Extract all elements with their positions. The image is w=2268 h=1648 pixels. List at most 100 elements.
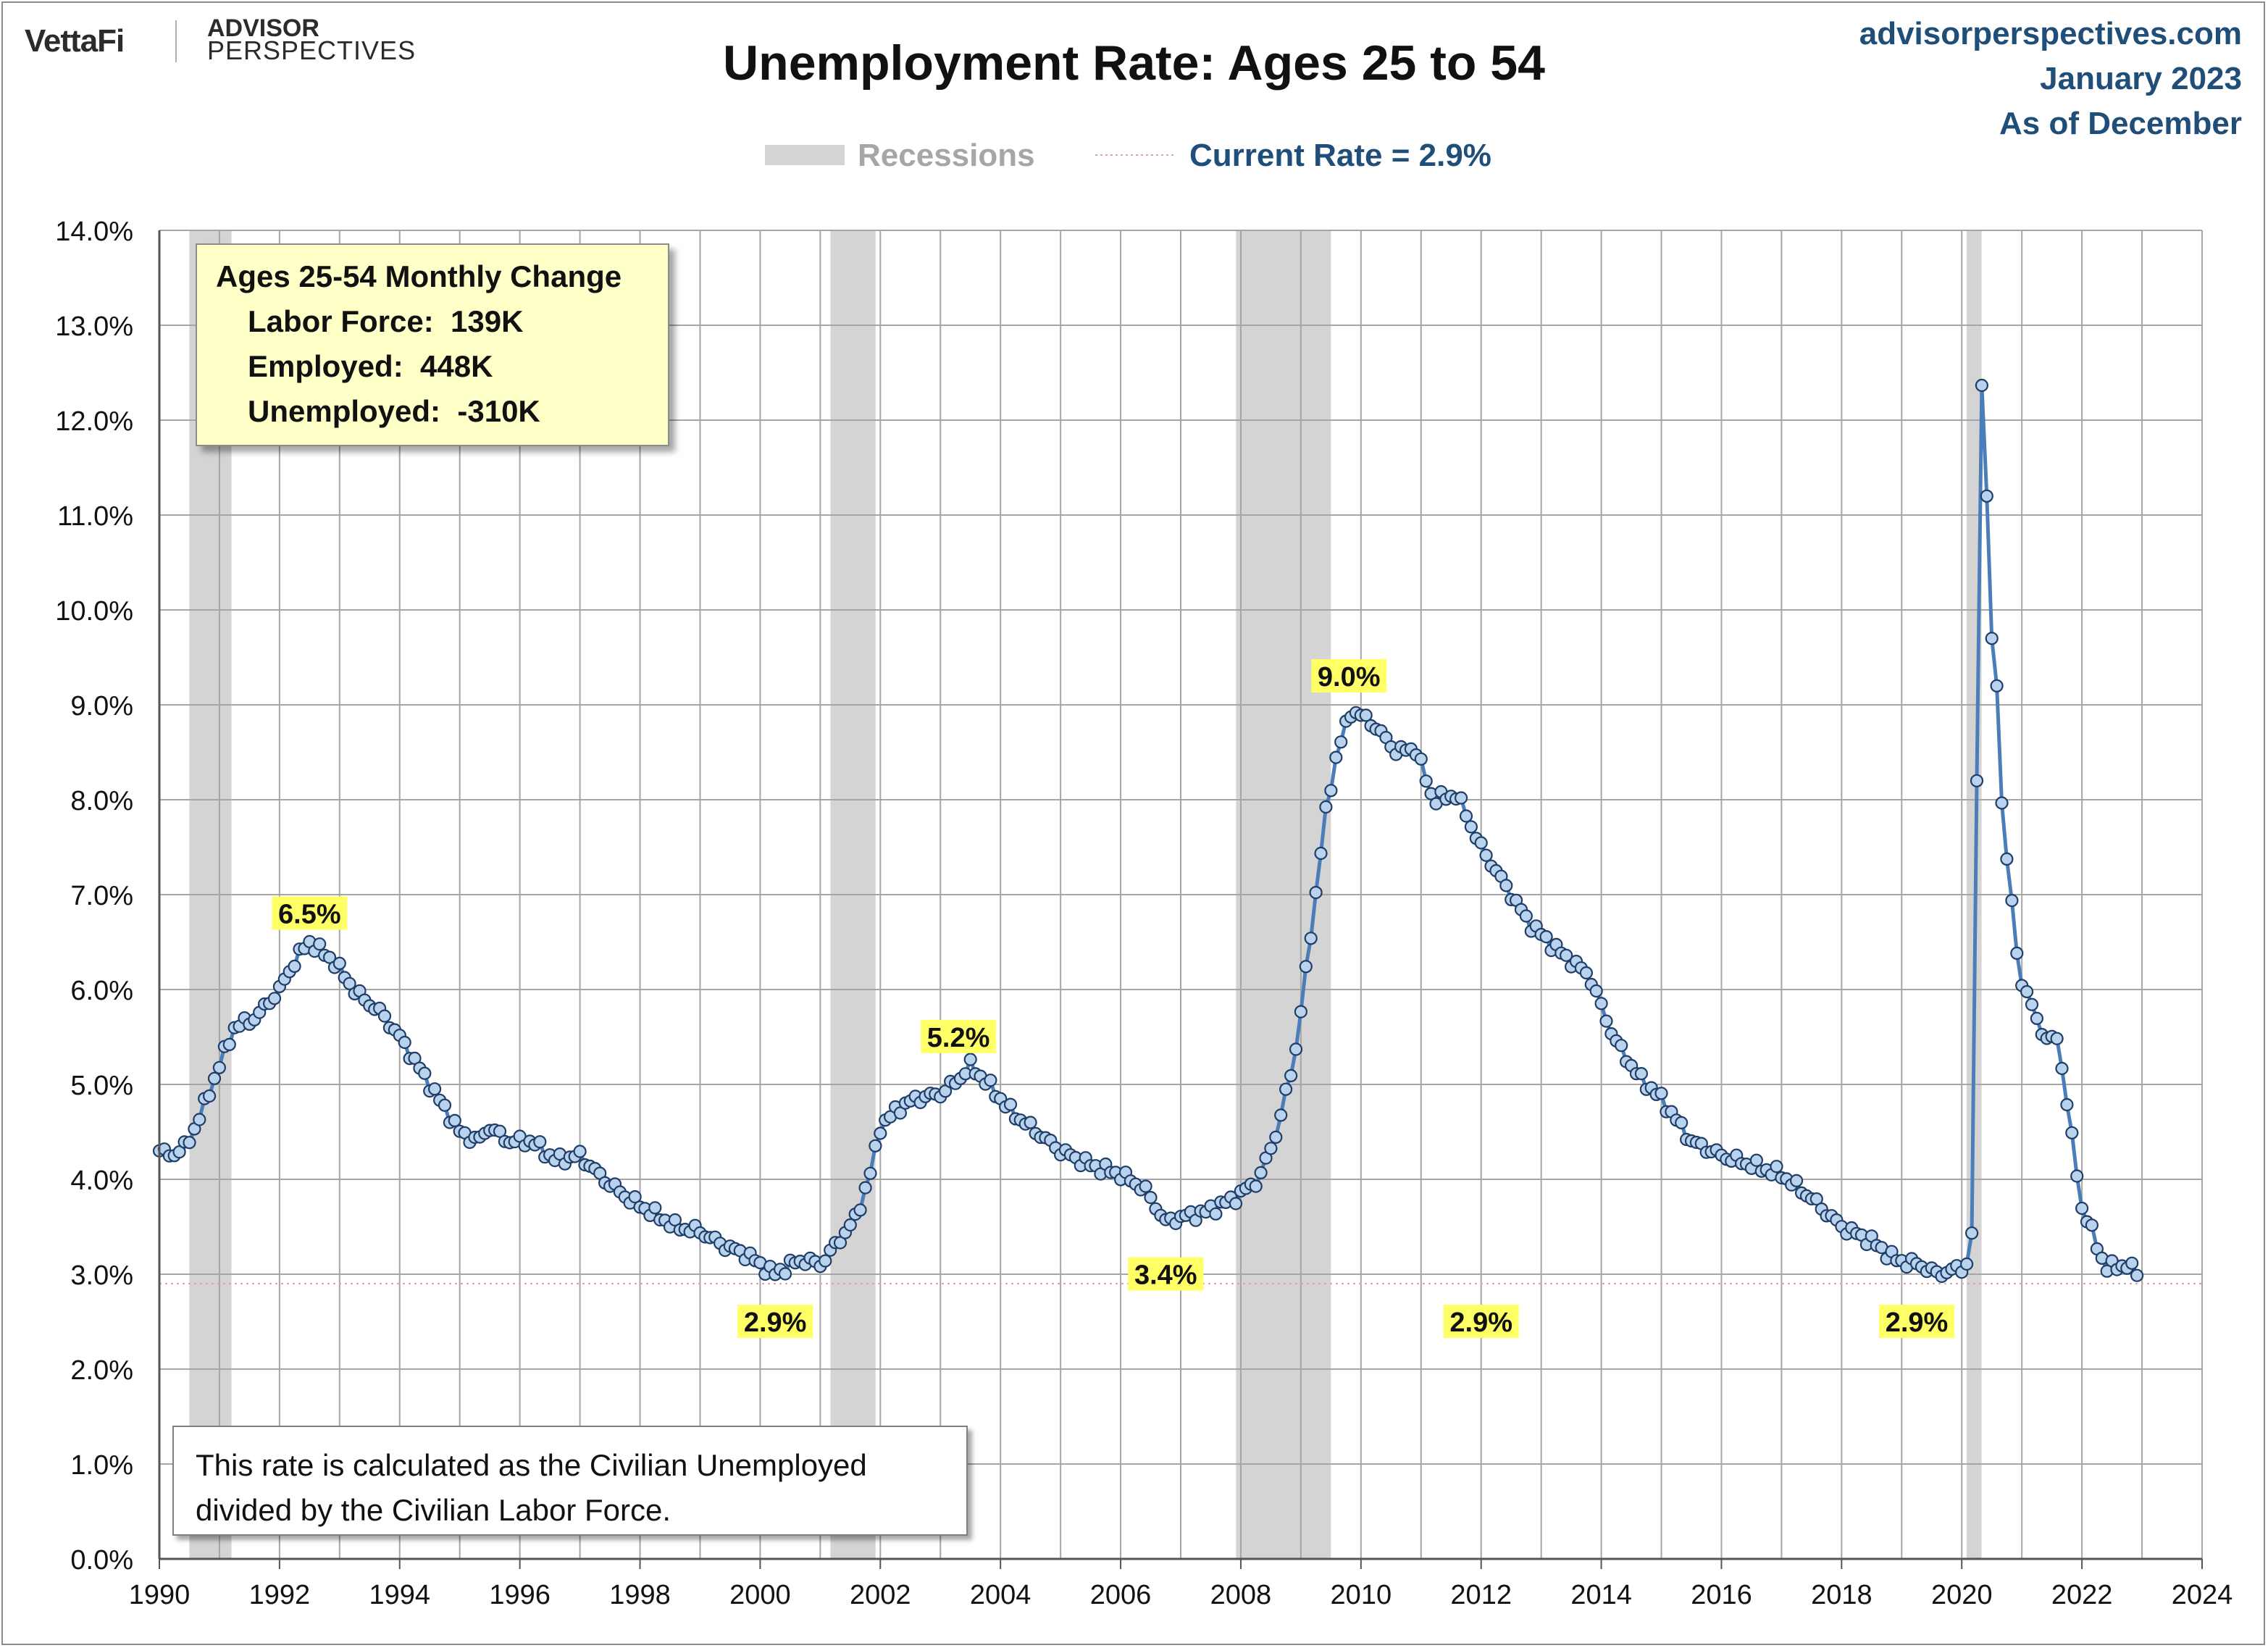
source-date: January 2023	[2040, 61, 2242, 96]
data-point	[1975, 378, 1988, 393]
value-label: 2.9%	[1449, 1308, 1512, 1338]
data-point	[874, 1126, 887, 1140]
data-point	[1144, 1190, 1158, 1205]
data-point	[963, 1053, 977, 1066]
value-label: 5.2%	[927, 1023, 990, 1053]
data-point	[1289, 1042, 1303, 1056]
employed-change: Employed: 448K	[248, 349, 493, 383]
methodology-note-line2: divided by the Civilian Labor Force.	[196, 1493, 671, 1527]
data-point	[1254, 1166, 1268, 1180]
data-point	[1003, 1097, 1018, 1111]
data-point	[2005, 893, 2019, 908]
data-point	[853, 1203, 867, 1217]
data-point	[778, 1267, 792, 1281]
data-point	[1299, 960, 1313, 974]
legend-recessions-label: Recessions	[858, 138, 1035, 173]
data-point	[1479, 848, 1493, 862]
x-tick-label: 2022	[2051, 1580, 2113, 1610]
y-tick-label: 12.0%	[55, 406, 133, 437]
data-point	[1474, 836, 1488, 850]
data-point	[2030, 1011, 2043, 1026]
data-point	[313, 937, 327, 951]
data-point	[2010, 946, 2024, 961]
data-point	[1654, 1087, 1668, 1100]
data-point	[1304, 932, 1318, 945]
data-point	[1594, 997, 1608, 1011]
source-asof: As of December	[1999, 106, 2242, 141]
data-point	[1579, 966, 1593, 980]
data-point	[398, 1035, 411, 1050]
data-point	[2125, 1256, 2139, 1270]
x-tick-label: 1994	[369, 1580, 430, 1610]
data-point	[858, 1181, 872, 1195]
value-label: 6.5%	[278, 900, 341, 930]
data-point	[1599, 1014, 1613, 1028]
y-tick-label: 10.0%	[55, 596, 133, 627]
data-point	[1560, 948, 1573, 962]
data-point	[1319, 800, 1333, 814]
legend-recession-swatch	[765, 145, 845, 165]
data-point	[203, 1089, 217, 1103]
data-point	[843, 1218, 857, 1232]
data-point	[869, 1139, 882, 1153]
value-label-bg	[737, 1305, 813, 1339]
data-point	[2130, 1268, 2144, 1282]
y-tick-label: 6.0%	[70, 976, 133, 1006]
data-point	[1459, 809, 1473, 823]
value-label: 9.0%	[1318, 662, 1381, 693]
x-tick-label: 2012	[1450, 1580, 1512, 1610]
data-point	[863, 1166, 877, 1180]
data-point	[533, 1135, 547, 1149]
data-point	[2050, 1032, 2064, 1045]
x-tick-label: 1998	[609, 1580, 671, 1610]
y-tick-label: 11.0%	[57, 501, 133, 532]
data-point	[1324, 784, 1338, 798]
data-point	[2025, 997, 2039, 1011]
data-point	[1274, 1108, 1288, 1122]
data-point	[1970, 774, 1984, 787]
data-point	[1209, 1207, 1223, 1221]
data-point	[1419, 774, 1433, 788]
unemployed-change: Unemployed: -310K	[248, 394, 540, 428]
data-point	[1990, 679, 2004, 693]
y-tick-label: 5.0%	[70, 1071, 133, 1101]
labor-force-change: Labor Force: 139K	[248, 304, 524, 338]
data-point	[1329, 750, 1343, 764]
unemployment-rate-line	[159, 383, 2139, 1279]
chart-title: Unemployment Rate: Ages 25 to 54	[723, 35, 1545, 91]
data-point	[438, 1098, 452, 1112]
y-tick-label: 13.0%	[55, 311, 133, 342]
advisor-perspectives-logo-line2: PERSPECTIVES	[207, 35, 417, 65]
x-tick-label: 2014	[1570, 1580, 1632, 1610]
y-tick-label: 0.0%	[70, 1545, 133, 1576]
vettafi-logo: VettaFi	[25, 23, 125, 59]
data-point	[648, 1201, 662, 1215]
data-point	[2075, 1201, 2089, 1216]
data-point	[628, 1189, 642, 1204]
data-point	[2020, 984, 2034, 999]
x-tick-label: 2016	[1691, 1580, 1752, 1610]
data-point	[1985, 632, 1999, 645]
data-point	[493, 1124, 507, 1138]
monthly-change-box: Ages 25-54 Monthly Change Labor Force: 1…	[196, 243, 669, 446]
value-label-bg	[1311, 659, 1387, 693]
x-tick-label: 2006	[1090, 1580, 1152, 1610]
data-point	[1589, 984, 1603, 998]
source-site: advisorperspectives.com	[1859, 16, 2242, 51]
data-point	[1309, 885, 1323, 900]
y-tick-label: 4.0%	[70, 1166, 133, 1196]
y-tick-label: 9.0%	[70, 691, 133, 721]
data-point	[418, 1066, 432, 1080]
x-tick-label: 2004	[970, 1580, 1032, 1610]
value-label-bg	[272, 896, 348, 930]
data-point	[1264, 1142, 1278, 1155]
x-tick-label: 2008	[1210, 1580, 1272, 1610]
data-point	[377, 1009, 392, 1023]
data-point	[1024, 1116, 1037, 1129]
data-point	[183, 1136, 196, 1150]
data-point	[573, 1145, 587, 1158]
x-tick-label: 2000	[729, 1580, 791, 1610]
data-point	[212, 1061, 226, 1074]
data-point	[2085, 1218, 2098, 1232]
